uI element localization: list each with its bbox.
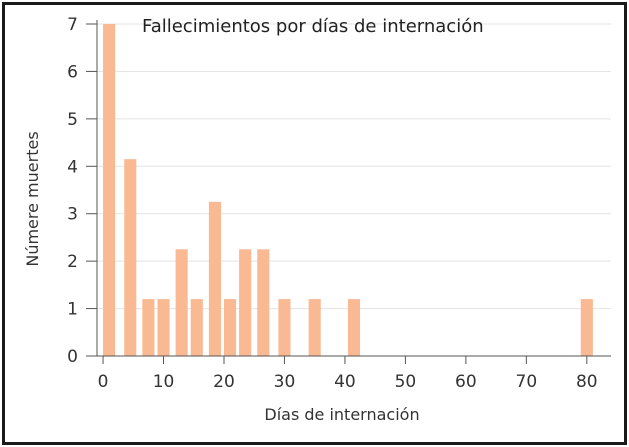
bar <box>580 299 593 356</box>
x-tick-label: 30 <box>274 372 296 392</box>
bar <box>208 201 221 356</box>
bar <box>347 299 361 356</box>
bar <box>308 299 321 356</box>
y-tick-label: 3 <box>67 205 78 225</box>
gridlines <box>97 23 611 310</box>
axes <box>96 20 611 357</box>
bar <box>124 159 137 356</box>
bar <box>239 249 252 356</box>
x-tick-label: 50 <box>395 372 417 392</box>
x-axis-label: Días de internación <box>264 405 419 424</box>
bar <box>157 299 170 356</box>
x-tick-label: 40 <box>334 372 356 392</box>
bar <box>278 299 291 356</box>
chart-title: Fallecimientos por días de internación <box>142 16 484 37</box>
y-tick-label: 6 <box>67 62 78 82</box>
y-tick-label: 4 <box>67 157 78 177</box>
bar <box>142 299 155 356</box>
y-tick-labels: 0 1 2 3 4 5 6 7 <box>67 15 97 367</box>
y-tick-label: 0 <box>67 347 78 367</box>
y-tick-label: 1 <box>67 300 78 320</box>
x-tick-label: 80 <box>576 372 598 392</box>
bar <box>190 299 203 356</box>
y-tick-label: 2 <box>67 252 78 272</box>
bar <box>103 24 116 356</box>
bar <box>257 249 270 356</box>
y-axis-label: Númere muertes <box>23 131 42 266</box>
x-tick-label: 70 <box>516 372 538 392</box>
x-tick-label: 60 <box>455 372 477 392</box>
x-tick-label: 20 <box>213 372 235 392</box>
x-tick-label: 0 <box>98 372 109 392</box>
x-tick-label: 10 <box>153 372 175 392</box>
y-tick-label: 5 <box>67 110 78 130</box>
y-tick-label: 7 <box>67 15 78 35</box>
bars <box>103 24 593 356</box>
bar <box>175 249 188 356</box>
x-tick-labels: 0 10 20 30 40 50 60 70 80 <box>98 356 598 392</box>
bar <box>223 299 237 356</box>
